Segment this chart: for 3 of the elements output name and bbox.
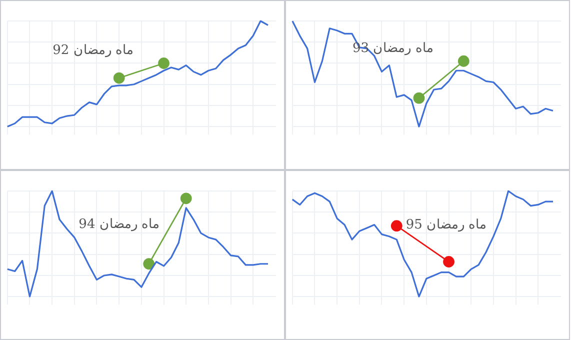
annotation: ماه رمضان 95 xyxy=(406,218,487,233)
annotation: ماه رمضان 94 xyxy=(78,217,160,232)
annotation: ماه رمضان 92 xyxy=(52,43,134,58)
